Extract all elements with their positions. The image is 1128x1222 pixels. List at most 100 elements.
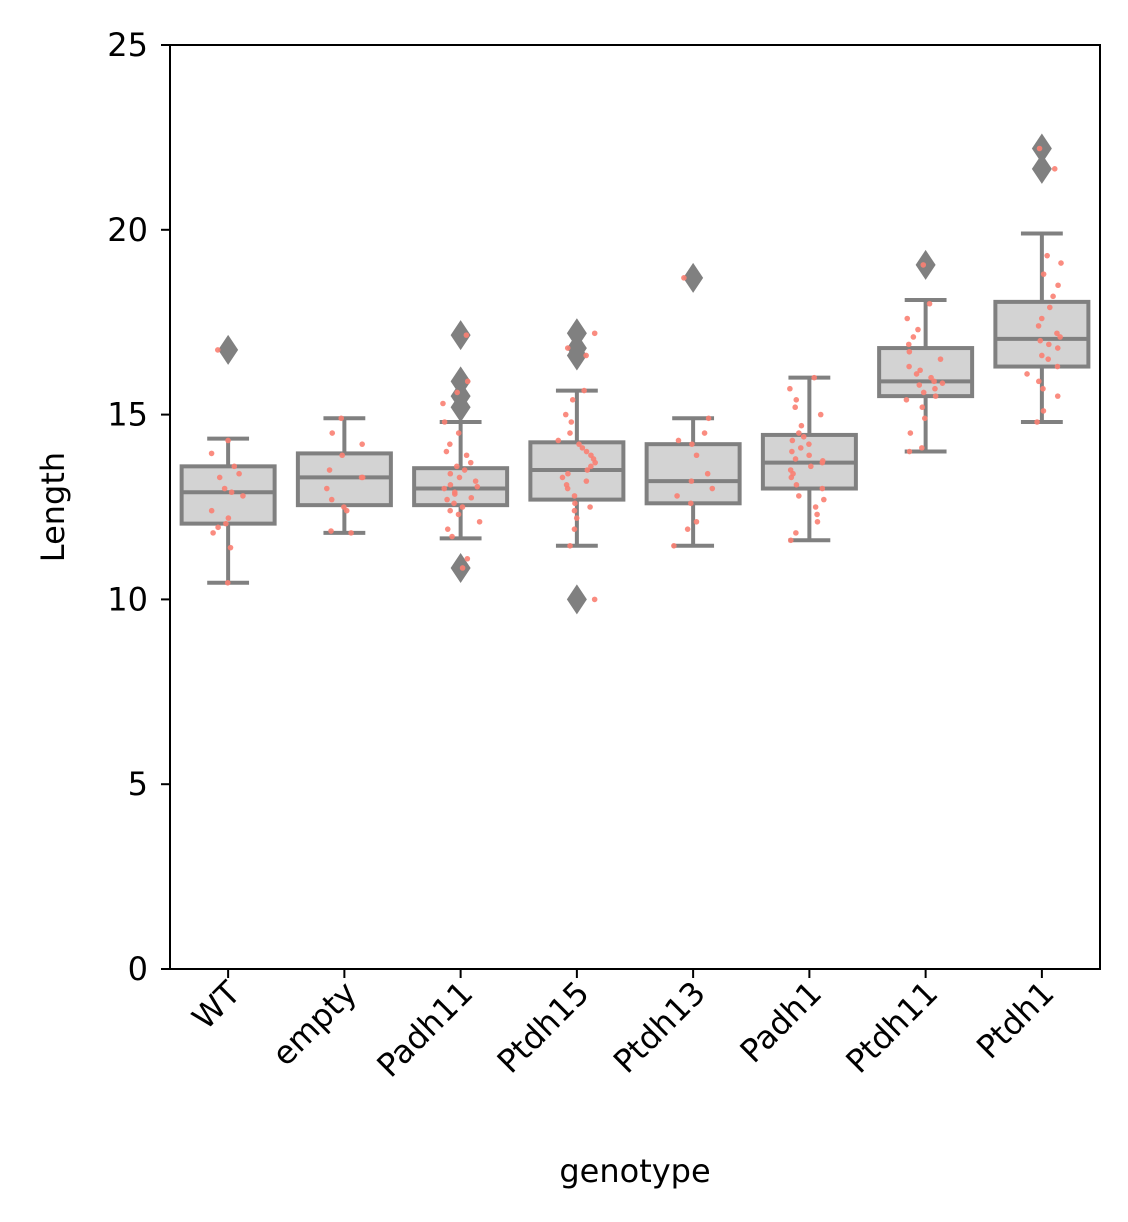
data-point <box>1034 419 1040 425</box>
data-point <box>681 275 687 281</box>
data-point <box>1057 334 1063 340</box>
box-Ptdh15 <box>528 318 626 615</box>
data-point <box>937 356 944 362</box>
data-point <box>559 474 566 481</box>
data-point <box>453 463 460 470</box>
data-point <box>573 515 580 521</box>
data-point <box>806 441 812 447</box>
data-point <box>236 470 242 477</box>
data-point <box>905 341 912 348</box>
points-WT <box>208 347 246 586</box>
data-point <box>1058 260 1064 266</box>
axes-frame <box>169 44 1101 970</box>
data-point <box>447 482 454 488</box>
x-tick-label-Ptdh13: Ptdh13 <box>606 974 713 1081</box>
data-point <box>240 493 246 499</box>
data-point <box>932 385 938 392</box>
data-point <box>1039 352 1045 359</box>
data-point <box>444 526 451 532</box>
data-point <box>1036 378 1042 385</box>
box-Ptdh11 <box>877 249 975 454</box>
data-point <box>906 348 913 355</box>
data-point <box>1040 271 1047 277</box>
data-point <box>798 422 805 429</box>
data-point <box>1054 363 1061 370</box>
data-point <box>443 448 450 455</box>
data-point <box>793 482 800 488</box>
data-point <box>231 463 238 470</box>
x-tick-label-WT: WT <box>185 973 248 1036</box>
data-point <box>917 367 923 374</box>
y-axis-label: Length <box>34 452 72 562</box>
data-point <box>329 430 336 436</box>
data-point <box>789 437 796 444</box>
data-point <box>814 511 820 518</box>
x-axis-label: genotype <box>559 1152 710 1190</box>
data-point <box>675 437 682 444</box>
outlier-marker <box>218 334 239 365</box>
y-tick-label: 10 <box>107 580 148 618</box>
data-point <box>920 389 927 396</box>
data-point <box>348 530 354 536</box>
data-point <box>449 533 455 540</box>
data-point <box>215 524 221 531</box>
box-body <box>877 346 975 399</box>
data-point <box>819 485 826 492</box>
points-Ptdh1 <box>1024 145 1064 425</box>
data-point <box>583 448 590 455</box>
data-point <box>444 496 450 503</box>
data-point <box>796 430 802 436</box>
data-point <box>821 496 827 503</box>
data-point <box>591 330 598 337</box>
data-point <box>919 404 926 411</box>
data-point <box>817 411 824 418</box>
data-point <box>932 393 939 399</box>
data-point <box>907 430 914 436</box>
data-point <box>1045 356 1052 362</box>
data-point <box>227 544 234 551</box>
data-point <box>224 579 231 586</box>
data-point <box>811 374 818 381</box>
data-point <box>787 537 794 544</box>
y-tick-label: 0 <box>128 950 148 988</box>
data-point <box>921 415 928 422</box>
data-point <box>464 378 471 385</box>
box-body <box>644 442 742 506</box>
data-point <box>225 515 232 521</box>
data-point <box>1046 304 1053 311</box>
data-point <box>808 463 814 470</box>
data-point <box>447 507 453 514</box>
data-point <box>904 315 911 322</box>
data-point <box>455 430 462 436</box>
data-point <box>225 437 231 444</box>
data-point <box>1044 252 1050 259</box>
outlier-marker <box>566 318 587 349</box>
data-point <box>701 430 708 436</box>
data-point <box>688 478 695 484</box>
x-tick-label-Padh11: Padh11 <box>369 974 480 1085</box>
data-point <box>221 485 228 492</box>
data-point <box>571 526 578 532</box>
y-tick-label: 25 <box>107 26 148 64</box>
data-point <box>787 385 793 392</box>
data-point <box>467 459 474 466</box>
data-point <box>451 489 458 496</box>
data-point <box>214 347 221 353</box>
points-Ptdh15 <box>555 330 598 603</box>
data-point <box>688 500 694 507</box>
data-point <box>1051 166 1058 172</box>
x-tick-label-Ptdh11: Ptdh11 <box>838 974 945 1081</box>
data-point <box>581 387 587 394</box>
data-point <box>339 452 345 459</box>
outlier-marker <box>1031 153 1052 184</box>
data-point <box>567 543 573 549</box>
plot-area <box>179 133 1091 615</box>
data-point <box>463 452 470 459</box>
data-point <box>671 543 677 549</box>
points-Padh1 <box>787 374 827 544</box>
box-empty <box>295 416 393 535</box>
data-point <box>709 485 716 492</box>
y-axis: 0 5 10 15 20 25 <box>107 26 170 988</box>
y-tick-label: 5 <box>128 765 148 803</box>
